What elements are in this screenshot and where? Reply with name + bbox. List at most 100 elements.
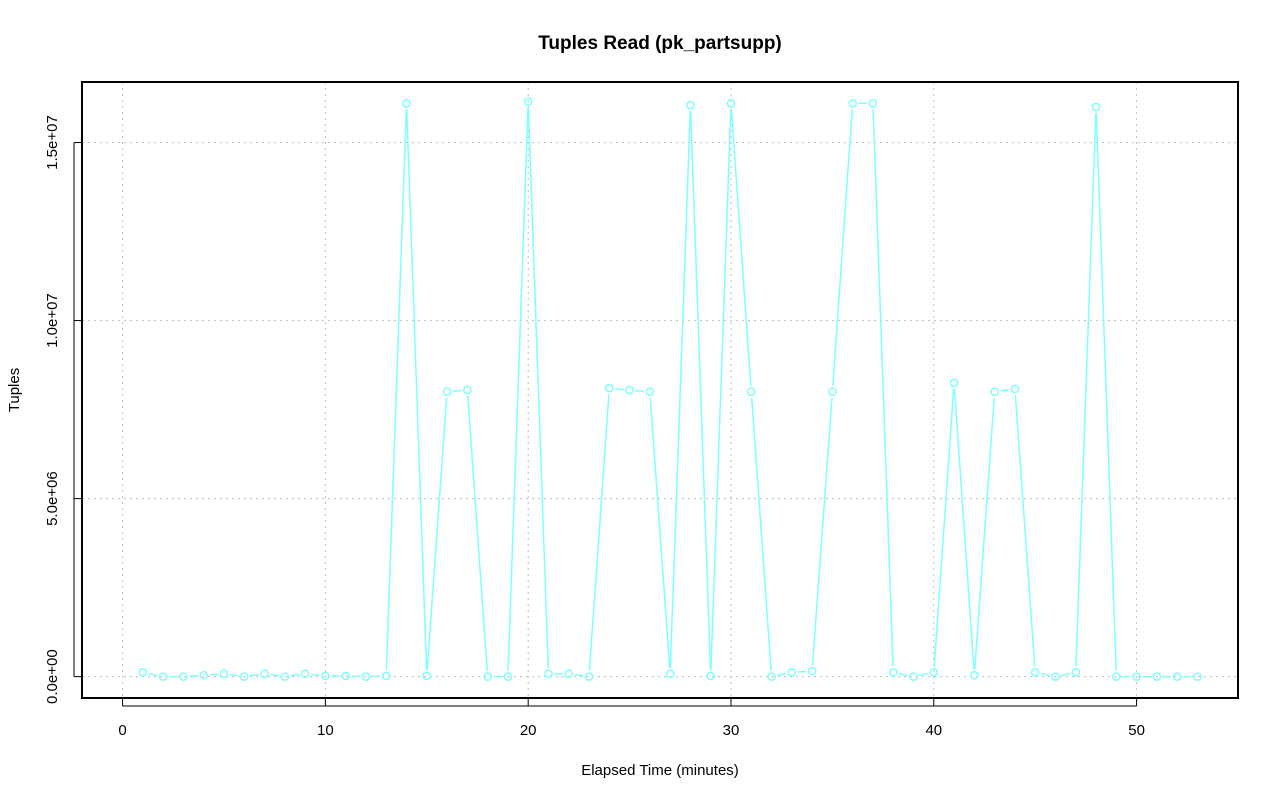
data-point	[584, 672, 594, 681]
data-point	[990, 387, 999, 397]
data-point	[239, 672, 249, 681]
series-line-segment	[797, 670, 807, 673]
data-point	[767, 672, 776, 681]
series-line-segment	[385, 109, 408, 670]
data-point	[929, 668, 939, 677]
data-point	[523, 97, 533, 106]
data-point	[300, 669, 310, 679]
x-tick-label: 30	[723, 722, 740, 739]
series-line-segment	[405, 109, 428, 670]
data-point	[1152, 672, 1162, 681]
data-point	[706, 671, 716, 681]
data-point	[402, 99, 411, 108]
series-line-segment	[1014, 394, 1036, 667]
series-line-segment	[898, 672, 908, 677]
series-line-segment	[635, 389, 644, 393]
data-point	[1193, 672, 1202, 681]
data-point	[422, 671, 432, 681]
data-point	[787, 668, 797, 677]
series-line-segment	[649, 397, 671, 668]
data-point	[726, 99, 736, 108]
series-line-segment	[426, 397, 448, 670]
data-point	[219, 669, 229, 679]
plot-frame	[81, 81, 1239, 699]
data-point	[260, 669, 269, 679]
series-line-segment	[872, 109, 894, 667]
series-line-segment	[148, 672, 158, 677]
y-tick-label: 5.0e+06	[44, 471, 61, 526]
data-point	[1030, 668, 1040, 677]
data-point	[199, 670, 209, 680]
data-point	[1071, 668, 1081, 677]
x-tick-label: 0	[118, 722, 126, 739]
data-point	[888, 668, 898, 677]
data-point	[442, 387, 452, 397]
series-line-segment	[669, 111, 691, 668]
series-line-segment	[933, 388, 955, 667]
series-line-segment	[310, 673, 320, 677]
data-point	[1010, 384, 1020, 394]
data-point	[544, 669, 553, 679]
x-tick-label: 10	[317, 722, 334, 739]
data-point	[625, 385, 634, 395]
y-tick-label: 1.5e+07	[44, 115, 61, 170]
data-point	[665, 669, 675, 679]
data-point	[179, 672, 188, 681]
data-point	[1091, 102, 1101, 112]
series-line-segment	[452, 389, 462, 393]
data-point	[746, 387, 756, 397]
x-tick-label: 40	[925, 722, 942, 739]
data-point	[462, 385, 472, 395]
data-point	[949, 378, 959, 388]
series-line-segment	[1075, 112, 1097, 667]
series-tuples-read	[138, 97, 1202, 681]
grid	[82, 82, 1238, 698]
x-axis: 0 10 20 30 40 50	[118, 698, 1145, 739]
series-line-segment	[730, 109, 752, 386]
data-point	[828, 387, 837, 397]
series-line-segment	[1000, 389, 1010, 392]
series-line-segment	[777, 672, 787, 677]
data-point	[1172, 672, 1182, 681]
series-line-segment	[832, 109, 853, 386]
data-point	[321, 671, 330, 681]
series-line-segment	[953, 388, 975, 670]
data-point	[1132, 672, 1141, 681]
series-line-segment	[811, 397, 833, 666]
data-point	[807, 666, 817, 676]
series-line-segment	[1095, 112, 1117, 671]
series-line-segment	[615, 387, 624, 391]
y-tick-label: 0.0e+00	[44, 649, 61, 704]
data-point	[483, 672, 492, 681]
series-line-segment	[588, 394, 610, 671]
data-point	[686, 100, 695, 110]
data-point	[381, 671, 391, 681]
chart-title: Tuples Read (pk_partsupp)	[538, 33, 782, 54]
data-point	[503, 672, 513, 681]
series-line-segment	[250, 673, 259, 677]
data-point	[1051, 672, 1060, 681]
series-line-segment	[290, 673, 300, 677]
data-point	[604, 383, 614, 393]
series-line-segment	[189, 674, 198, 677]
series-line-segment	[507, 107, 529, 671]
series-line-segment	[229, 673, 239, 677]
data-point	[848, 99, 858, 108]
data-point	[868, 99, 878, 108]
series-line-segment	[467, 395, 488, 671]
y-axis: 0.0e+00 5.0e+06 1.0e+07 1.5e+07	[44, 115, 82, 704]
series-line-segment	[574, 673, 584, 677]
data-point	[909, 672, 918, 681]
x-axis-label: Elapsed Time (minutes)	[581, 762, 739, 779]
x-tick-label: 20	[520, 722, 537, 739]
data-point	[564, 669, 574, 679]
series-line-segment	[1061, 672, 1071, 677]
series-line-segment	[209, 673, 219, 676]
series-line-segment	[974, 397, 995, 670]
series-line-segment	[919, 672, 929, 677]
y-axis-label: Tuples	[6, 368, 23, 412]
data-point	[280, 672, 290, 681]
data-point	[645, 387, 655, 397]
series-line-segment	[750, 397, 772, 671]
